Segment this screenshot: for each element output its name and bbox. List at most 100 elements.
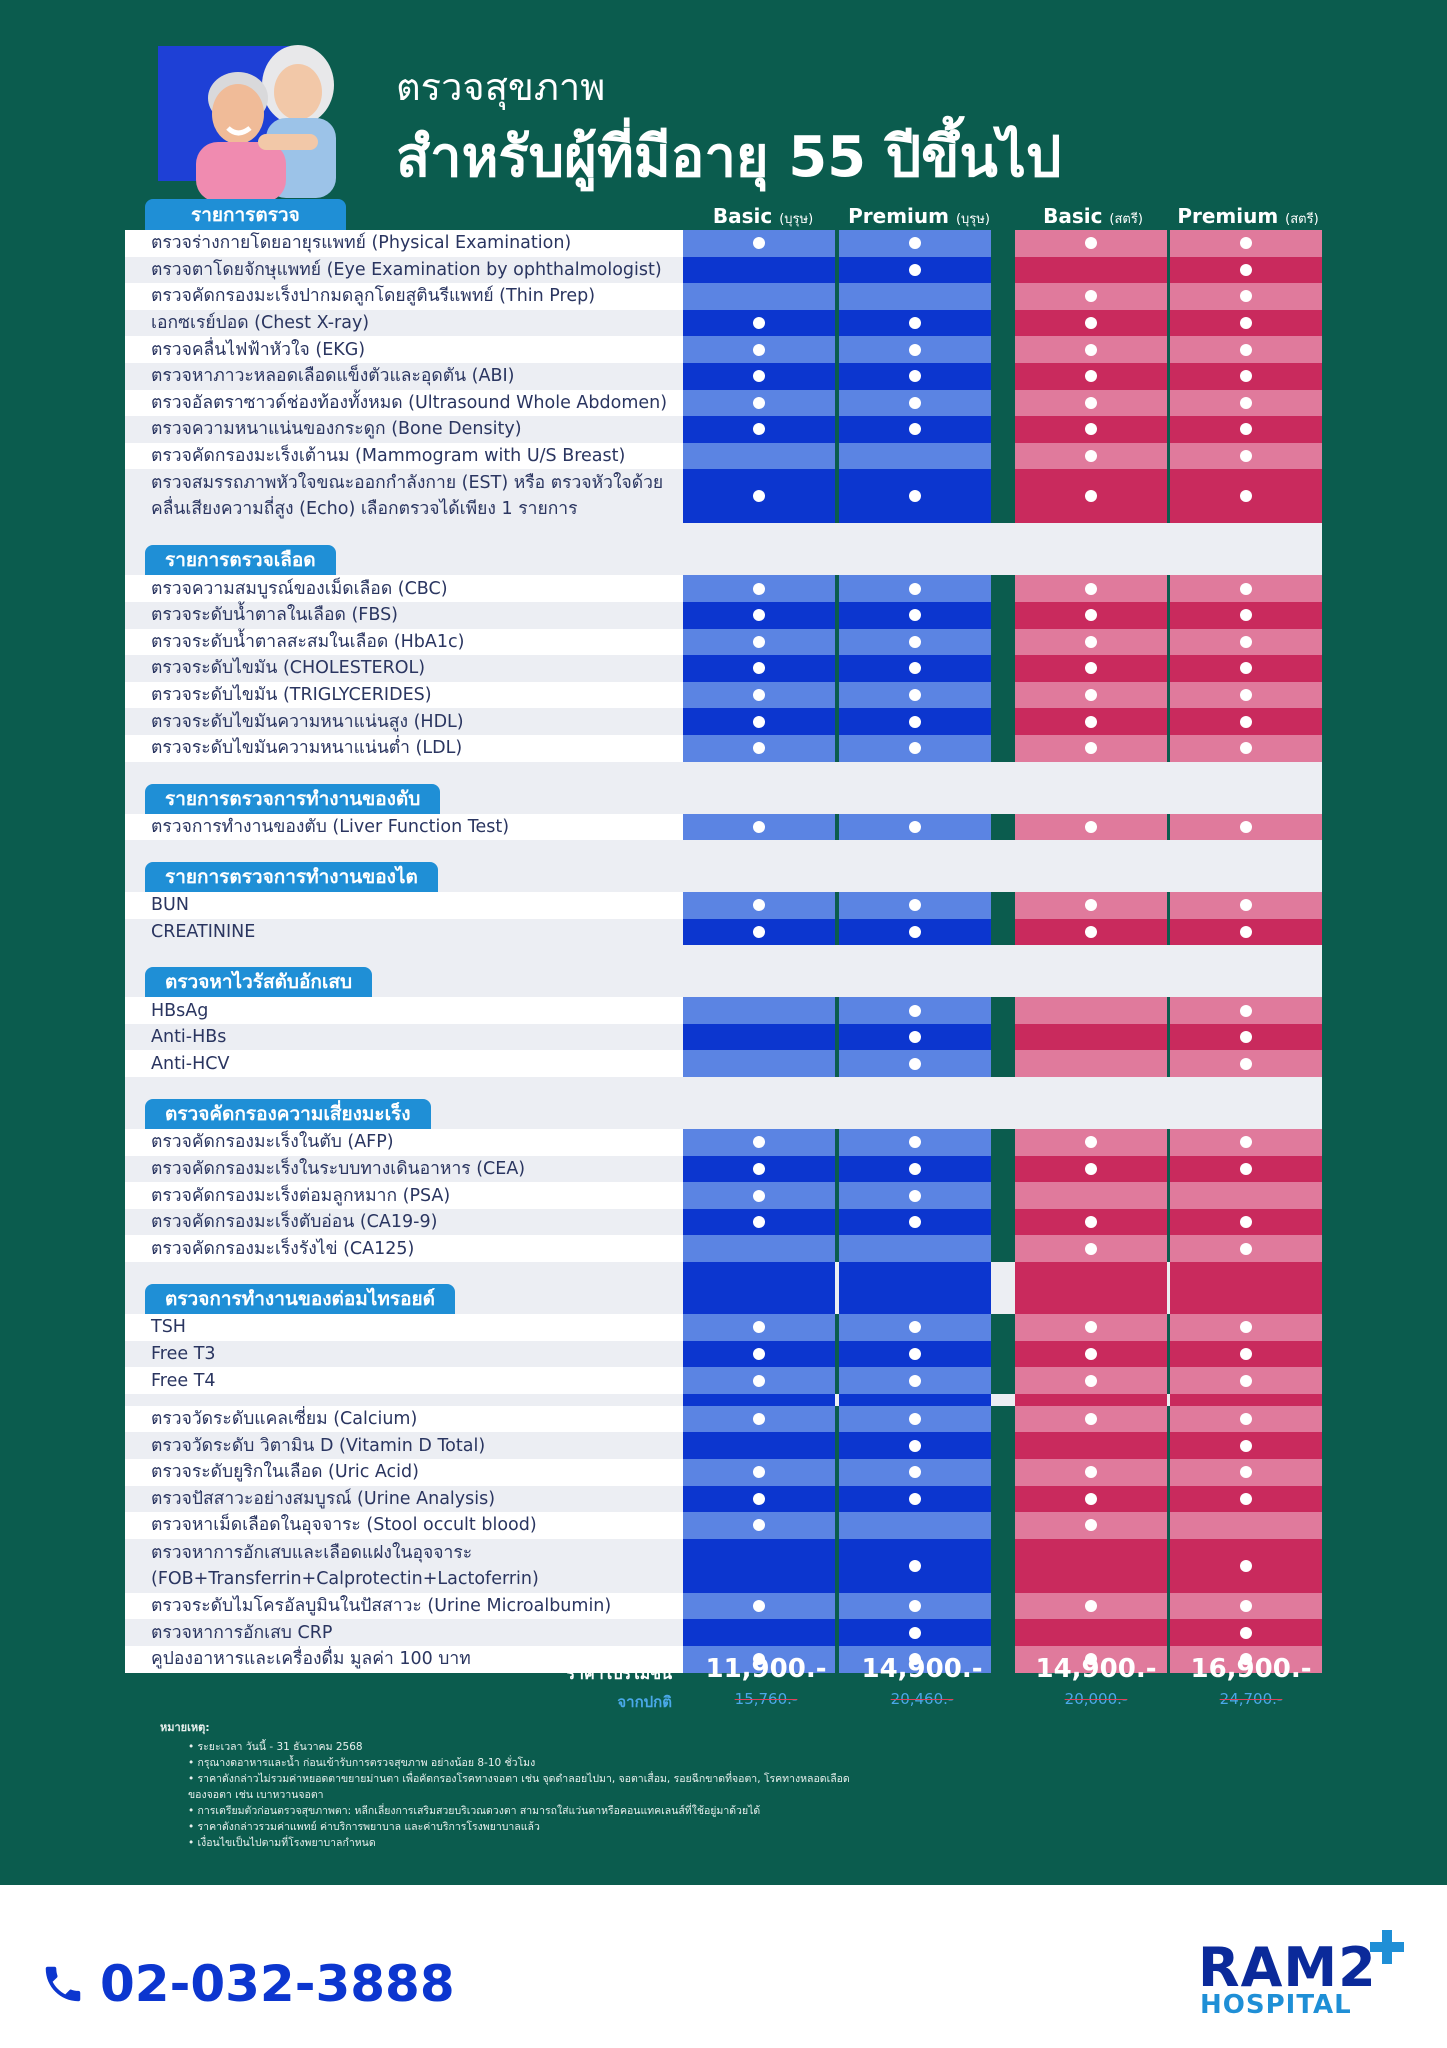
- phone-contact[interactable]: 02-032-3888: [40, 1955, 455, 2013]
- row-cell: [839, 1235, 991, 1263]
- row-cell: [683, 601, 835, 629]
- included-dot-icon: [753, 490, 765, 503]
- included-dot-icon: [1240, 1321, 1252, 1334]
- row-cell: [1015, 892, 1167, 919]
- included-dot-icon: [909, 609, 921, 622]
- included-dot-icon: [1085, 582, 1097, 595]
- section-gap-fill: [683, 1393, 835, 1406]
- included-dot-icon: [1085, 370, 1097, 383]
- included-dot-icon: [909, 715, 921, 728]
- table-row: ตรวจระดับไขมันความหนาแน่นต่ำ (LDL): [125, 734, 1322, 762]
- included-dot-icon: [909, 662, 921, 675]
- included-dot-icon: [1085, 1413, 1097, 1426]
- section-title: รายการตรวจ: [145, 199, 346, 230]
- included-dot-icon: [909, 925, 921, 938]
- promo-price-premium-female: 16,900.-: [1190, 1654, 1312, 1684]
- included-dot-icon: [909, 1559, 921, 1572]
- table-row: ตรวจคัดกรองมะเร็งเต้านม (Mammogram with …: [125, 442, 1322, 470]
- included-dot-icon: [1240, 1347, 1252, 1360]
- row-cell: [1170, 1619, 1322, 1646]
- row-cell: [683, 1405, 835, 1433]
- row-label: ตรวจหาเม็ดเลือดในอุจจาระ (Stool occult b…: [125, 1512, 683, 1539]
- row-label: ตรวจการทำงานของตับ (Liver Function Test): [125, 813, 683, 841]
- included-dot-icon: [753, 1413, 765, 1426]
- row-label: TSH: [125, 1314, 683, 1341]
- phone-number[interactable]: 02-032-3888: [100, 1955, 455, 2013]
- included-dot-icon: [1240, 370, 1252, 383]
- senior-couple-photo: [158, 30, 373, 200]
- regular-price-basic-female: 20,000.-: [1064, 1690, 1128, 1708]
- table-row: HBsAg: [125, 997, 1322, 1024]
- notes-block: หมายเหตุ: ระยะเวลา วันนี้ - 31 ธันวาคม 2…: [160, 1718, 860, 1851]
- included-dot-icon: [909, 1653, 921, 1666]
- row-cell: [683, 389, 835, 417]
- included-dot-icon: [909, 1466, 921, 1479]
- row-cell: [1015, 256, 1167, 284]
- row-cell: [1015, 575, 1167, 602]
- included-dot-icon: [753, 820, 765, 833]
- regular-price-label: จากปกติ: [617, 1693, 672, 1711]
- row-cell: [683, 655, 835, 682]
- table-row: CREATININE: [125, 918, 1322, 946]
- title-line-2: สำหรับผู้ที่มีอายุ 55 ปีขึ้นไป: [396, 125, 1062, 190]
- included-dot-icon: [1085, 820, 1097, 833]
- included-dot-icon: [753, 689, 765, 702]
- row-cell: [839, 1619, 991, 1646]
- promo-price-basic-male: 11,900.-: [705, 1654, 827, 1684]
- row-label: ตรวจคัดกรองมะเร็งในระบบทางเดินอาหาร (CEA…: [125, 1155, 683, 1183]
- ram2-hospital-logo: RAM2 HOSPITAL: [1198, 1930, 1418, 2020]
- row-cell: [1015, 1367, 1167, 1394]
- included-dot-icon: [753, 1321, 765, 1334]
- row-label: ตรวจปัสสาวะอย่างสมบูรณ์ (Urine Analysis): [125, 1485, 683, 1513]
- row-cell: [1015, 628, 1167, 656]
- row-cell: [839, 1208, 991, 1236]
- section-title: ตรวจการทำงานของต่อมไทรอยด์: [145, 1284, 455, 1315]
- table-row: ตรวจคัดกรองมะเร็งในตับ (AFP): [125, 1129, 1322, 1156]
- included-dot-icon: [1085, 237, 1097, 250]
- included-dot-icon: [1085, 925, 1097, 938]
- row-cell: [1170, 416, 1322, 443]
- row-cell: [839, 1512, 991, 1539]
- price-row: ราคาโปรโมชั่น จากปกติ 11,900.- 14,900.- …: [0, 1652, 1447, 1712]
- notes-list: ระยะเวลา วันนี้ - 31 ธันวาคม 2568กรุณางด…: [160, 1739, 860, 1851]
- included-dot-icon: [909, 370, 921, 383]
- row-cell: [839, 1432, 991, 1459]
- table-row: ตรวจปัสสาวะอย่างสมบูรณ์ (Urine Analysis): [125, 1485, 1322, 1513]
- included-dot-icon: [909, 1600, 921, 1613]
- row-cell: [1015, 1182, 1167, 1209]
- table-row: ตรวจคัดกรองมะเร็งตับอ่อน (CA19-9): [125, 1208, 1322, 1236]
- included-dot-icon: [909, 343, 921, 356]
- row-cell: [1015, 1592, 1167, 1620]
- included-dot-icon: [1240, 609, 1252, 622]
- row-label: ตรวจหาการอักเสบ CRP: [125, 1619, 683, 1646]
- included-dot-icon: [1085, 689, 1097, 702]
- included-dot-icon: [909, 1216, 921, 1229]
- included-dot-icon: [1240, 1626, 1252, 1639]
- table-row: BUN: [125, 892, 1322, 919]
- included-dot-icon: [753, 1347, 765, 1360]
- included-dot-icon: [909, 1626, 921, 1639]
- row-label: ตรวจระดับน้ำตาลในเลือด (FBS): [125, 601, 683, 629]
- included-dot-icon: [753, 396, 765, 409]
- row-cell: [683, 230, 835, 257]
- included-dot-icon: [753, 742, 765, 755]
- row-cell: [1015, 1023, 1167, 1051]
- included-dot-icon: [909, 689, 921, 702]
- included-dot-icon: [753, 1519, 765, 1532]
- included-dot-icon: [1240, 1600, 1252, 1613]
- row-cell: [1015, 1432, 1167, 1459]
- row-cell: [839, 442, 991, 470]
- included-dot-icon: [753, 1162, 765, 1175]
- included-dot-icon: [1240, 582, 1252, 595]
- row-cell: [1170, 1512, 1322, 1539]
- table-row: TSH: [125, 1314, 1322, 1341]
- row-cell: [1170, 1432, 1322, 1459]
- row-cell: [839, 1155, 991, 1183]
- row-label: ตรวจตาโดยจักษุแพทย์ (Eye Examination by …: [125, 256, 683, 284]
- included-dot-icon: [909, 1031, 921, 1044]
- row-label: CREATININE: [125, 918, 683, 946]
- section-gap-fill: [1170, 1393, 1322, 1406]
- row-cell: [839, 1129, 991, 1156]
- row-cell: [839, 1459, 991, 1486]
- section-gap-fill: [839, 1262, 991, 1315]
